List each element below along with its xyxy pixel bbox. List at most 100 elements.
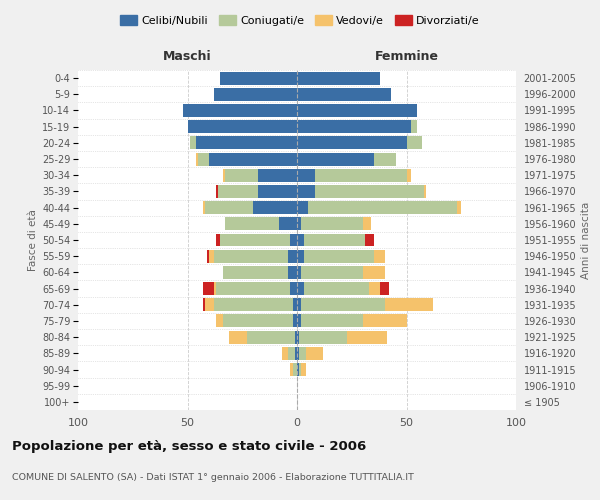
Bar	[299, 330, 347, 344]
Bar	[214, 282, 216, 295]
Bar	[297, 201, 308, 214]
Bar	[196, 152, 199, 166]
Text: Femmine: Femmine	[374, 50, 439, 62]
Bar	[297, 330, 299, 344]
Bar	[280, 218, 297, 230]
Bar	[229, 330, 247, 344]
Bar	[223, 266, 288, 279]
Bar	[209, 250, 214, 262]
Bar	[225, 218, 280, 230]
Bar	[295, 330, 297, 344]
Bar	[297, 72, 380, 85]
Bar	[216, 185, 218, 198]
Bar	[306, 347, 323, 360]
Bar	[288, 266, 297, 279]
Bar	[363, 266, 385, 279]
Bar	[220, 72, 297, 85]
Bar	[297, 136, 407, 149]
Bar	[247, 330, 295, 344]
Bar	[308, 201, 457, 214]
Bar	[299, 363, 301, 376]
Bar	[220, 234, 290, 246]
Bar	[190, 136, 196, 149]
Bar	[223, 314, 293, 328]
Bar	[297, 266, 301, 279]
Bar	[281, 347, 288, 360]
Bar	[207, 250, 209, 262]
Bar	[297, 88, 391, 101]
Bar	[293, 298, 297, 311]
Bar	[183, 104, 297, 117]
Bar	[225, 169, 257, 181]
Bar	[297, 250, 304, 262]
Bar	[457, 201, 461, 214]
Bar	[297, 152, 374, 166]
Y-axis label: Fasce di età: Fasce di età	[28, 209, 38, 271]
Bar	[297, 363, 299, 376]
Bar	[301, 218, 363, 230]
Bar	[299, 347, 306, 360]
Bar	[218, 185, 257, 198]
Bar	[290, 282, 297, 295]
Bar	[314, 185, 424, 198]
Bar	[253, 201, 297, 214]
Bar	[363, 218, 371, 230]
Bar	[216, 314, 223, 328]
Bar	[347, 330, 387, 344]
Bar	[293, 314, 297, 328]
Bar	[297, 234, 304, 246]
Bar	[301, 266, 363, 279]
Bar	[214, 250, 288, 262]
Bar	[199, 152, 209, 166]
Bar	[290, 363, 293, 376]
Bar	[297, 347, 299, 360]
Bar	[304, 250, 374, 262]
Bar	[297, 104, 418, 117]
Bar	[365, 234, 374, 246]
Bar	[187, 120, 297, 133]
Bar	[290, 234, 297, 246]
Bar	[297, 169, 314, 181]
Y-axis label: Anni di nascita: Anni di nascita	[581, 202, 590, 278]
Bar	[297, 314, 301, 328]
Bar	[209, 152, 297, 166]
Bar	[203, 201, 205, 214]
Bar	[223, 169, 225, 181]
Text: COMUNE DI SALENTO (SA) - Dati ISTAT 1° gennaio 2006 - Elaborazione TUTTITALIA.IT: COMUNE DI SALENTO (SA) - Dati ISTAT 1° g…	[12, 473, 414, 482]
Bar	[314, 169, 407, 181]
Bar	[297, 218, 301, 230]
Bar	[301, 363, 306, 376]
Bar	[407, 169, 411, 181]
Bar	[411, 120, 418, 133]
Bar	[196, 136, 297, 149]
Bar	[297, 282, 304, 295]
Bar	[297, 185, 314, 198]
Bar	[293, 363, 297, 376]
Text: Popolazione per età, sesso e stato civile - 2006: Popolazione per età, sesso e stato civil…	[12, 440, 366, 453]
Bar	[295, 347, 297, 360]
Bar	[257, 185, 297, 198]
Bar	[407, 136, 422, 149]
Bar	[374, 152, 395, 166]
Bar	[288, 347, 295, 360]
Bar	[205, 298, 214, 311]
Bar	[424, 185, 426, 198]
Bar	[380, 282, 389, 295]
Text: Maschi: Maschi	[163, 50, 212, 62]
Bar	[214, 88, 297, 101]
Bar	[203, 298, 205, 311]
Legend: Celibi/Nubili, Coniugati/e, Vedovi/e, Divorziati/e: Celibi/Nubili, Coniugati/e, Vedovi/e, Di…	[116, 10, 484, 30]
Bar	[214, 298, 293, 311]
Bar	[297, 120, 411, 133]
Bar	[203, 282, 214, 295]
Bar	[216, 234, 220, 246]
Bar	[304, 282, 369, 295]
Bar	[363, 314, 407, 328]
Bar	[297, 298, 301, 311]
Bar	[216, 282, 290, 295]
Bar	[369, 282, 380, 295]
Bar	[301, 298, 385, 311]
Bar	[374, 250, 385, 262]
Bar	[385, 298, 433, 311]
Bar	[301, 314, 363, 328]
